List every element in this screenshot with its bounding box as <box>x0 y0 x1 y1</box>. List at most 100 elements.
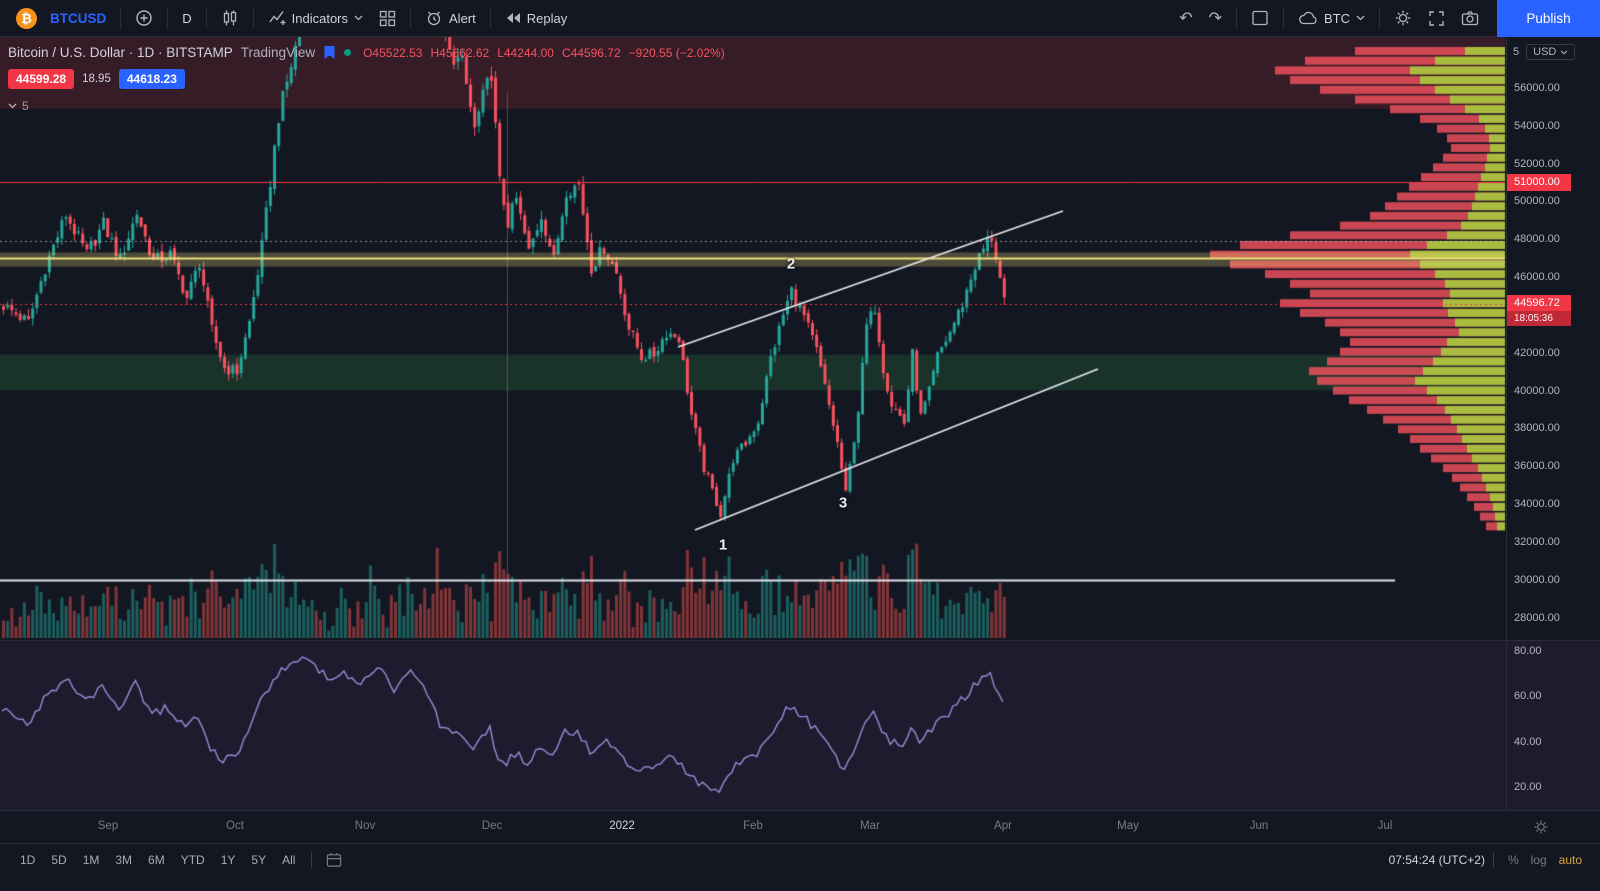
price-axis-label[interactable]: 38000.00 <box>1514 422 1560 435</box>
rsi-axis-label[interactable]: 20.00 <box>1514 781 1542 794</box>
cloud-save-button[interactable]: BTC <box>1290 6 1373 30</box>
price-axis-label[interactable]: 48000.00 <box>1514 233 1560 246</box>
toolbar-separator <box>489 7 491 29</box>
symbol-label: BTCUSD <box>50 10 107 26</box>
cloud-account-label: BTC <box>1324 10 1350 26</box>
screenshot-button[interactable] <box>1453 6 1487 30</box>
replay-rewind-icon <box>505 11 521 25</box>
toolbar-separator <box>1283 7 1284 29</box>
rsi-axis-label[interactable]: 40.00 <box>1514 735 1542 748</box>
collapsed-count: 5 <box>22 99 29 113</box>
pane-separator[interactable] <box>0 640 1600 641</box>
price-axis-label[interactable]: 50000.00 <box>1514 195 1560 208</box>
indicators-label: Indicators <box>291 10 349 26</box>
price-axis-label[interactable]: 30000.00 <box>1514 573 1560 586</box>
time-axis-gear-icon[interactable] <box>1533 819 1549 835</box>
percent-scale-button[interactable]: % <box>1507 852 1519 867</box>
range-button-1m[interactable]: 1M <box>82 852 100 867</box>
time-axis-label[interactable]: May <box>1117 820 1139 832</box>
range-button-5y[interactable]: 5Y <box>251 852 267 867</box>
sell-price-button[interactable]: 44599.28 <box>8 69 75 89</box>
symbol-button[interactable]: ₿ BTCUSD <box>8 4 114 33</box>
time-axis[interactable]: Sep Oct Nov Dec 2022 Feb Mar Apr May Jun Jul <box>0 810 1600 843</box>
indicators-icon <box>268 9 286 27</box>
rsi-axis[interactable]: 80.00 60.00 40.00 20.00 <box>1506 641 1600 810</box>
alert-price-tag[interactable]: 51000.00 <box>1507 174 1571 192</box>
interval-button[interactable]: D <box>174 7 199 30</box>
time-axis-label[interactable]: 2022 <box>609 820 635 832</box>
data-status-icon[interactable] <box>344 49 352 56</box>
currency-unit-button[interactable]: USD <box>1526 44 1576 60</box>
range-button-all[interactable]: All <box>282 852 296 867</box>
time-axis-label[interactable]: Feb <box>743 820 763 832</box>
range-button-3m[interactable]: 3M <box>115 852 133 867</box>
chart-style-button[interactable] <box>213 5 247 31</box>
go-to-date-button[interactable] <box>320 850 348 870</box>
range-button-1d[interactable]: 1D <box>20 852 36 867</box>
range-button-1y[interactable]: 1Y <box>220 852 236 867</box>
replay-label: Replay <box>526 10 568 26</box>
compare-button[interactable] <box>127 5 161 31</box>
time-axis-label[interactable]: Sep <box>97 820 119 832</box>
chevron-down-icon <box>1356 15 1365 21</box>
alert-button[interactable]: Alert <box>417 5 484 31</box>
rsi-axis-label[interactable]: 60.00 <box>1514 690 1542 703</box>
buy-price-button[interactable]: 44618.23 <box>118 69 185 89</box>
toolbar-separator <box>120 7 122 29</box>
chevron-down-icon <box>8 103 17 109</box>
publish-button[interactable]: Publish <box>1497 0 1600 37</box>
price-axis-label[interactable]: 46000.00 <box>1514 271 1560 284</box>
chevron-down-icon <box>354 15 363 21</box>
price-axis-label[interactable]: 32000.00 <box>1514 535 1560 548</box>
time-axis-label[interactable]: Jul <box>1377 820 1393 832</box>
change-value: −920.55 (−2.02%) <box>628 45 725 60</box>
price-axis-label[interactable]: 34000.00 <box>1514 498 1560 511</box>
price-axis-label[interactable]: 52000.00 <box>1514 157 1560 170</box>
candlestick-icon <box>221 9 239 27</box>
rsi-axis-label[interactable]: 80.00 <box>1514 645 1542 657</box>
clock-label[interactable]: 07:54:24 (UTC+2) <box>1388 852 1485 867</box>
time-axis-label[interactable]: Jun <box>1249 820 1269 832</box>
layout-icon <box>1251 9 1269 27</box>
auto-scale-button[interactable]: auto <box>1558 852 1582 867</box>
indicator-templates-button[interactable] <box>371 6 404 31</box>
price-axis[interactable]: 5 USD 56000.00 54000.00 52000.00 50000.00 48… <box>1506 37 1600 641</box>
bitcoin-logo-icon: ₿ <box>16 7 37 29</box>
undo-button[interactable]: ↶ <box>1171 4 1200 32</box>
symbol-title[interactable]: Bitcoin / U.S. Dollar · 1D · BITSTAMP <box>8 45 233 60</box>
time-axis-label[interactable]: Dec <box>481 820 503 832</box>
top-toolbar: ₿ BTCUSD D Indicators <box>0 0 1600 37</box>
high-value: H45662.62 <box>430 45 490 60</box>
time-axis-label[interactable]: Nov <box>354 820 376 832</box>
main-chart-canvas[interactable] <box>0 37 1506 641</box>
range-button-5d[interactable]: 5D <box>51 852 67 867</box>
price-axis-label[interactable]: 36000.00 <box>1514 460 1560 473</box>
bottombar-separator <box>311 851 313 868</box>
price-axis-label[interactable]: 42000.00 <box>1514 346 1560 359</box>
range-button-ytd[interactable]: YTD <box>180 852 205 867</box>
price-axis-label[interactable]: 28000.00 <box>1514 611 1560 624</box>
redo-icon: ↷ <box>1208 10 1222 27</box>
layout-button[interactable] <box>1243 5 1277 31</box>
log-scale-button[interactable]: log <box>1530 852 1547 867</box>
time-axis-label[interactable]: Oct <box>226 820 244 832</box>
redo-button[interactable]: ↷ <box>1201 4 1230 32</box>
price-axis-label[interactable]: 40000.00 <box>1514 384 1560 397</box>
price-axis-label[interactable]: 54000.00 <box>1514 119 1560 132</box>
fullscreen-icon <box>1428 10 1445 27</box>
open-value: O45522.53 <box>363 45 423 60</box>
time-axis-label[interactable]: Mar <box>860 820 880 832</box>
rsi-indicator-canvas[interactable] <box>0 641 1506 810</box>
price-axis-label[interactable]: 56000.00 <box>1514 81 1560 94</box>
collapsed-indicators-toggle[interactable]: 5 <box>8 99 725 113</box>
settings-button[interactable] <box>1386 5 1420 31</box>
indicators-button[interactable]: Indicators <box>260 5 371 31</box>
fullscreen-button[interactable] <box>1420 6 1453 31</box>
chart-legend: Bitcoin / U.S. Dollar · 1D · BITSTAMP Tr… <box>8 45 725 113</box>
range-button-6m[interactable]: 6M <box>148 852 165 867</box>
flag-icon[interactable] <box>323 45 336 60</box>
time-axis-label[interactable]: Apr <box>994 820 1012 832</box>
grid-templates-icon <box>379 10 396 27</box>
replay-button[interactable]: Replay <box>497 7 575 30</box>
